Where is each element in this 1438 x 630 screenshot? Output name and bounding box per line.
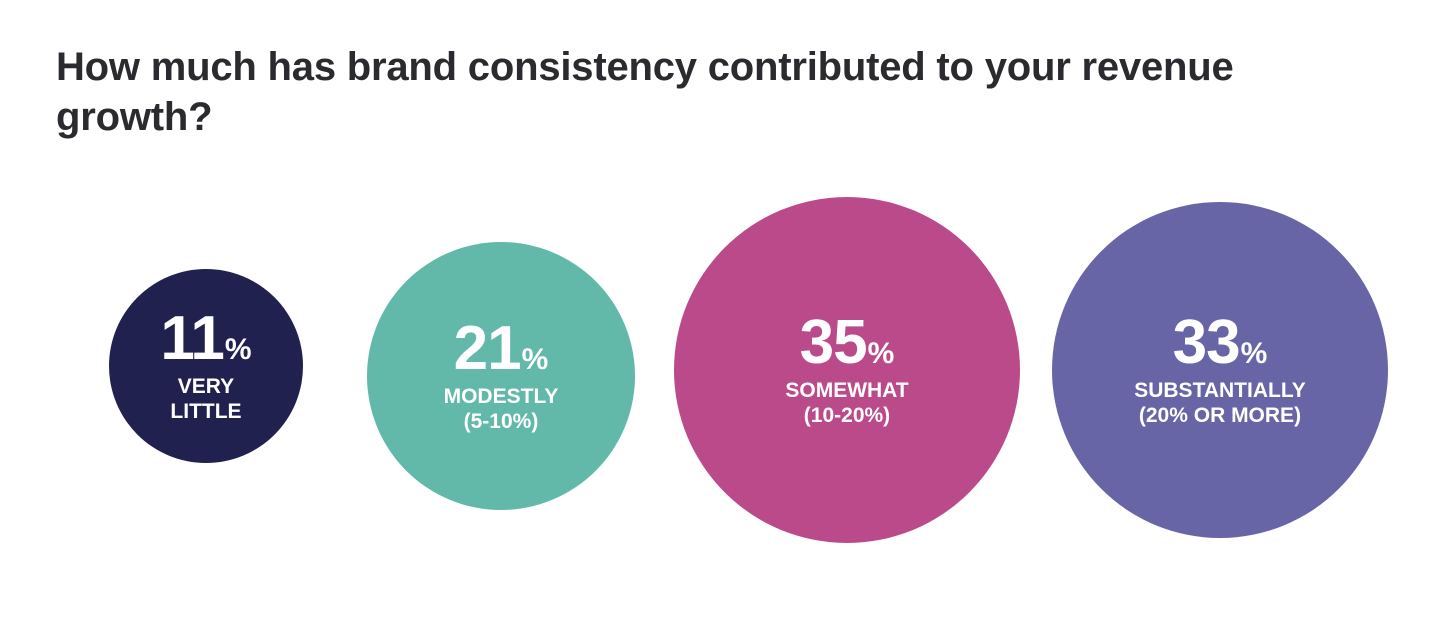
bubble-label: VERY LITTLE (170, 374, 242, 423)
value-number: 35 (799, 308, 868, 377)
value-number: 11 (160, 303, 225, 373)
bubble-value: 33% (1172, 307, 1268, 377)
chart-title: How much has brand consistency contribut… (56, 45, 1234, 139)
bubble: 35% SOMEWHAT (10-20%) (674, 197, 1020, 543)
bubble-label: MODESTLY (5-10%) (443, 384, 559, 433)
bubble-value: 21% (453, 313, 549, 383)
value-percent-sign: % (867, 337, 895, 370)
value-percent-sign: % (521, 342, 549, 376)
value-number: 21 (453, 313, 522, 383)
bubble: 11% VERY LITTLE (109, 269, 303, 463)
bubble: 33% SUBSTANTIALLY (20% OR MORE) (1052, 202, 1388, 538)
bubble-value: 35% (800, 312, 895, 374)
bubble: 21% MODESTLY (5-10%) (366, 241, 635, 510)
value-percent-sign: % (224, 332, 252, 366)
bubble-value: 11% (160, 303, 252, 373)
bubble-label: SOMEWHAT (10-20%) (785, 379, 909, 427)
bubble-label: SUBSTANTIALLY (20% OR MORE) (1134, 378, 1306, 427)
value-percent-sign: % (1240, 336, 1268, 370)
value-number: 33 (1172, 307, 1241, 377)
